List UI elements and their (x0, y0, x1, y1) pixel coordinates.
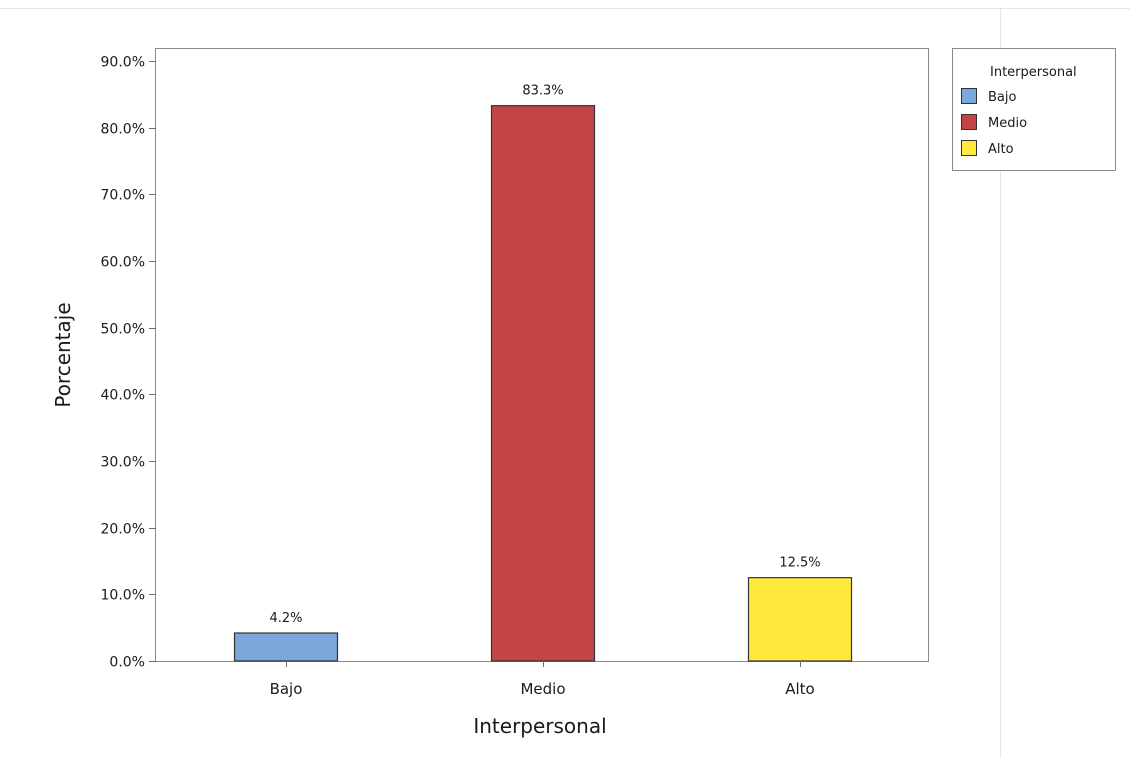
y-tick-label: 80.0% (101, 122, 145, 138)
data-label-medio: 83.3% (522, 84, 563, 99)
legend-swatch-medio (961, 114, 977, 130)
data-label-bajo: 4.2% (269, 611, 302, 626)
y-tick-label: 0.0% (109, 655, 145, 671)
y-tick-label: 40.0% (101, 388, 145, 404)
y-axis: 0.0% 10.0% 20.0% 30.0% 40.0% 50.0% 60.0% 70.0% 8… (101, 55, 156, 671)
legend-swatch-bajo (961, 88, 977, 104)
legend-title: Interpersonal (990, 65, 1077, 80)
y-tick-label: 30.0% (101, 455, 145, 471)
data-label-alto: 12.5% (779, 556, 820, 571)
y-tick-label: 90.0% (101, 55, 145, 71)
x-tick-label-alto: Alto (785, 680, 815, 698)
bar-alto (747, 577, 853, 662)
bar-bajo (233, 632, 339, 662)
bar-medio (490, 105, 596, 662)
y-tick-label: 20.0% (101, 522, 145, 538)
y-tick-label: 50.0% (101, 322, 145, 338)
legend: Interpersonal Bajo Medio Alto (952, 48, 1116, 171)
x-axis: Bajo Medio Alto (270, 661, 815, 698)
bars-layer: 4.2% 83.3% 12.5% (233, 84, 853, 662)
x-tick-label-bajo: Bajo (270, 680, 303, 698)
legend-box (952, 48, 1116, 171)
y-tick-label: 60.0% (101, 255, 145, 271)
y-tick-label: 70.0% (101, 188, 145, 204)
y-axis-title: Porcentaje (51, 302, 75, 407)
legend-label-medio: Medio (988, 116, 1027, 131)
y-tick-label: 10.0% (101, 588, 145, 604)
legend-label-bajo: Bajo (988, 90, 1016, 105)
legend-swatch-alto (961, 140, 977, 156)
x-axis-title: Interpersonal (473, 714, 606, 738)
legend-items: Bajo Medio Alto (961, 88, 1027, 157)
x-tick-label-medio: Medio (520, 680, 565, 698)
legend-label-alto: Alto (988, 142, 1014, 157)
